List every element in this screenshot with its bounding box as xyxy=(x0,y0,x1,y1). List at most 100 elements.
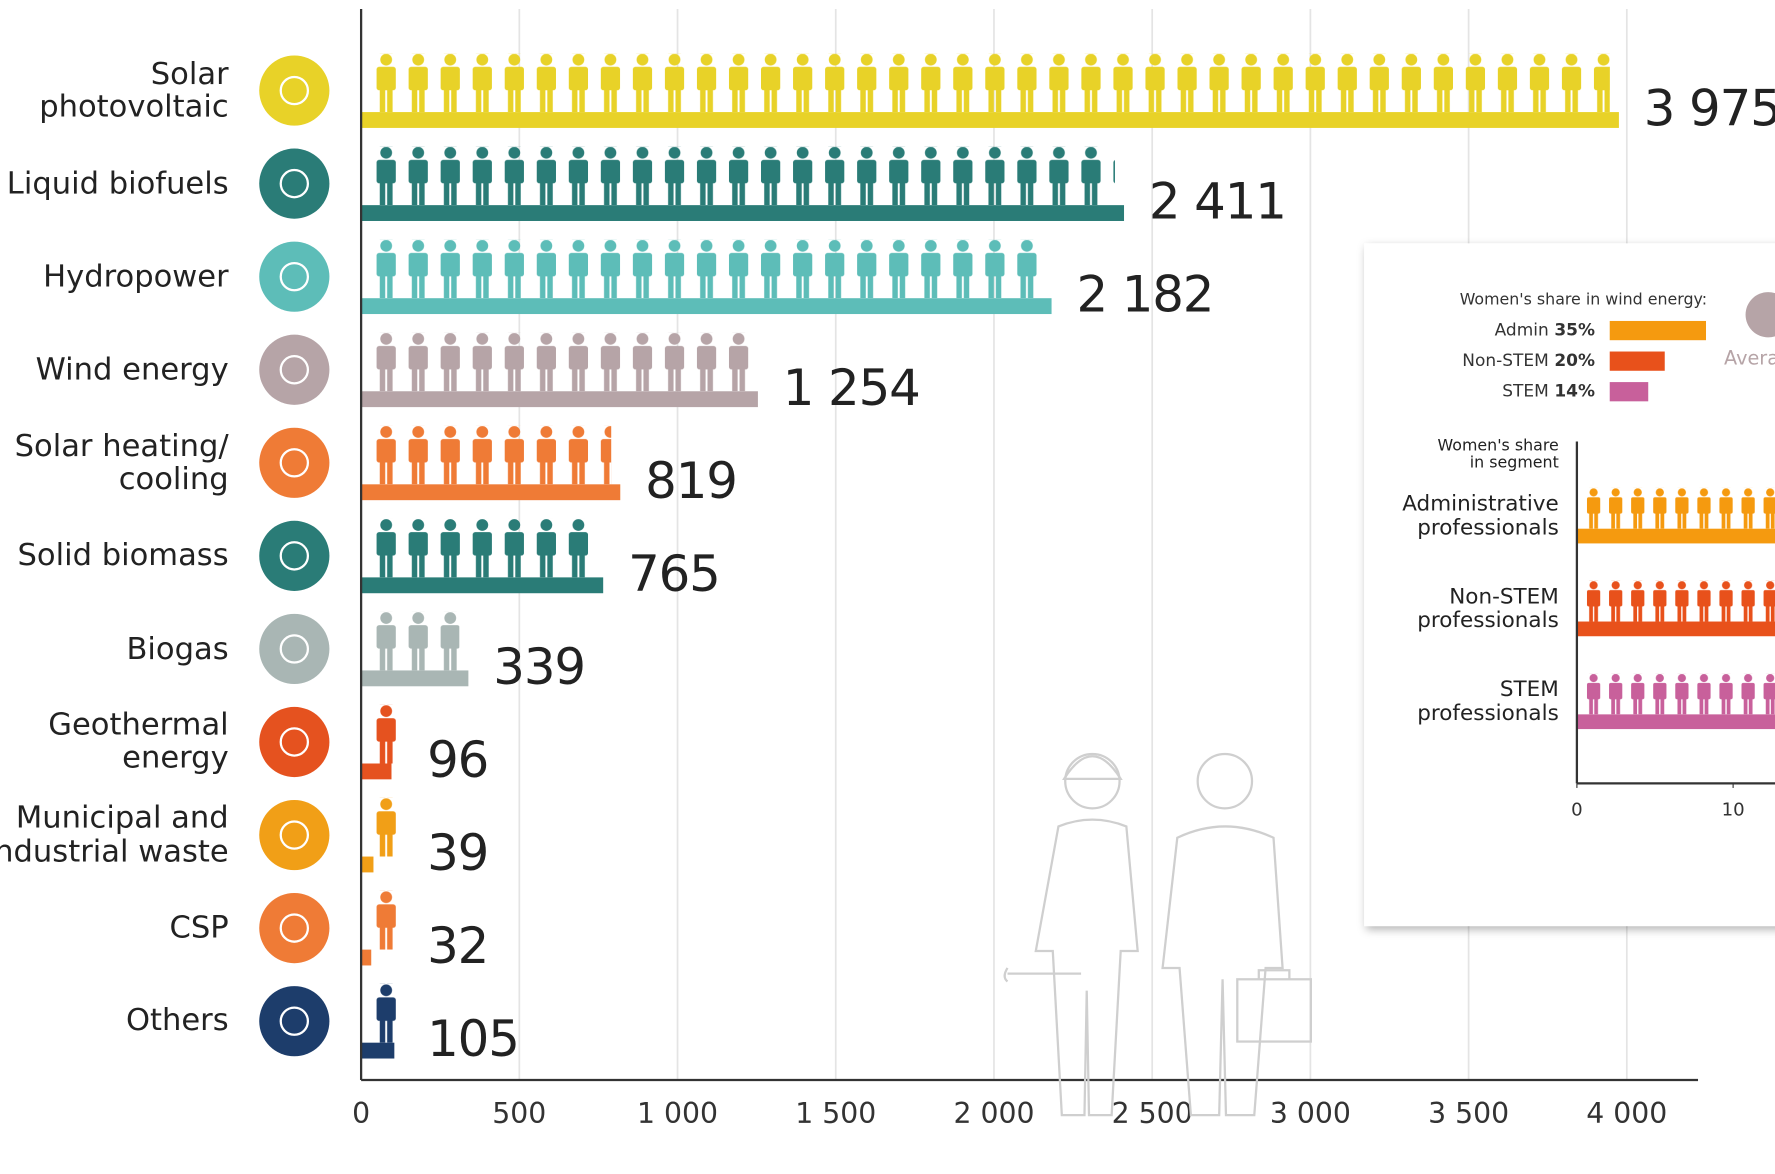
x-tick-label: 500 xyxy=(492,1097,546,1130)
category-label-box: Geothermal energy xyxy=(0,694,229,789)
bar xyxy=(361,484,620,500)
x-tick-label: 2 500 xyxy=(1112,1097,1193,1130)
legend-bar xyxy=(1610,321,1706,340)
category-label-box: Administrative professionals xyxy=(1264,468,1558,563)
category-icon xyxy=(259,335,329,405)
bar xyxy=(361,391,758,407)
bar xyxy=(1577,714,1775,729)
category-label: Biogas xyxy=(0,601,229,696)
chart: 05001 0001 5002 0002 5003 0003 5004 000S… xyxy=(0,0,1775,1174)
category-label: CSP xyxy=(0,881,229,976)
bar xyxy=(1577,529,1775,544)
category-label: STEM professionals xyxy=(1264,654,1558,749)
category-label-box: Others xyxy=(0,974,229,1069)
category-icon xyxy=(259,800,329,870)
x-tick-label: 10 xyxy=(1722,800,1745,821)
category-icon xyxy=(259,614,329,684)
x-tick-label: 0 xyxy=(352,1097,370,1130)
category-label-box: STEM professionals xyxy=(1264,654,1558,749)
pictogram-row xyxy=(370,332,749,391)
bar xyxy=(361,298,1051,314)
category-label-box: Solar heating/ cooling xyxy=(0,415,229,510)
category-label: Non-STEM professionals xyxy=(1264,561,1558,656)
x-tick-label: 4 000 xyxy=(1586,1097,1667,1130)
pictogram-row xyxy=(370,425,611,484)
category-icon xyxy=(259,242,329,312)
x-tick-label: 3 000 xyxy=(1270,1097,1351,1130)
page: {"chart_data": [ {"type": "pictogram-bar… xyxy=(0,0,1775,1174)
category-label: Geothermal energy xyxy=(0,694,229,789)
pictogram-row xyxy=(370,519,594,578)
bar xyxy=(1577,622,1775,637)
category-label-box: Biogas xyxy=(0,601,229,696)
bar xyxy=(361,950,371,966)
value-label: 3 975 xyxy=(1644,80,1775,138)
category-icon xyxy=(259,428,329,498)
value-label: 2 411 xyxy=(1149,173,1286,231)
value-label: 765 xyxy=(628,545,720,603)
value-label: 96 xyxy=(427,731,488,789)
value-label: 339 xyxy=(493,638,585,696)
pictogram-row xyxy=(370,612,459,671)
value-label: 39 xyxy=(427,824,488,882)
x-tick-label: 2 000 xyxy=(953,1097,1034,1130)
legend-bar xyxy=(1610,382,1649,401)
category-label-box: Liquid biofuels xyxy=(0,136,229,231)
category-label: Administrative professionals xyxy=(1264,468,1558,563)
category-icon xyxy=(259,149,329,219)
value-label: 819 xyxy=(645,452,737,510)
category-label: Solid biomass xyxy=(0,508,229,603)
pictogram-row xyxy=(370,798,402,857)
legend-bar xyxy=(1610,352,1665,371)
category-label: Wind energy xyxy=(0,322,229,417)
category-label-box: Solar photovoltaic xyxy=(0,43,229,138)
legend-category: STEM xyxy=(1502,382,1548,402)
pictogram-row xyxy=(370,53,1610,112)
bar xyxy=(361,670,468,686)
pictogram-row xyxy=(370,705,402,764)
pictogram-row xyxy=(370,891,402,950)
bar xyxy=(361,112,1619,128)
category-label-box: Hydropower xyxy=(0,229,229,324)
category-icon xyxy=(259,893,329,963)
legend-label: Non-STEM 20% xyxy=(1462,351,1595,371)
bar xyxy=(361,577,603,593)
bar xyxy=(361,1043,394,1059)
category-label-box: Non-STEM professionals xyxy=(1264,561,1558,656)
category-icon xyxy=(259,986,329,1056)
category-label: Solar photovoltaic xyxy=(0,43,229,138)
x-tick-label: 1 000 xyxy=(637,1097,718,1130)
category-label: Municipal and industrial waste xyxy=(0,787,229,882)
category-label-box: CSP xyxy=(0,881,229,976)
pictogram-row xyxy=(1583,488,1775,529)
value-label: 105 xyxy=(427,1010,519,1068)
legend-category: Non-STEM xyxy=(1462,351,1548,371)
pictogram-row xyxy=(1583,674,1775,715)
category-label-box: Municipal and industrial waste xyxy=(0,787,229,882)
category-label-box: Solid biomass xyxy=(0,508,229,603)
category-label-box: Wind energy xyxy=(0,322,229,417)
category-label: Hydropower xyxy=(0,229,229,324)
x-tick-label: 3 500 xyxy=(1428,1097,1509,1130)
category-icon xyxy=(259,707,329,777)
bar xyxy=(361,763,391,779)
x-tick-label: 0 xyxy=(1571,800,1583,821)
pictogram-row xyxy=(370,239,1042,298)
value-label: 32 xyxy=(427,917,488,975)
annotation: Avera xyxy=(1724,346,1775,369)
workers-illustration xyxy=(1005,754,1311,1115)
category-label: Solar heating/ cooling xyxy=(0,415,229,510)
pictogram-row xyxy=(370,146,1115,205)
legend-value: 14% xyxy=(1554,382,1595,402)
legend-category: Admin xyxy=(1495,321,1549,341)
bar xyxy=(361,205,1124,221)
pictogram-row xyxy=(370,984,402,1043)
category-icon xyxy=(259,521,329,591)
category-icon xyxy=(259,55,329,125)
legend-title: Women's share in wind energy: xyxy=(1460,290,1707,309)
legend-value: 35% xyxy=(1554,321,1595,341)
legend-value: 20% xyxy=(1554,351,1595,371)
bar xyxy=(361,857,373,873)
pictogram-row xyxy=(1583,581,1775,622)
